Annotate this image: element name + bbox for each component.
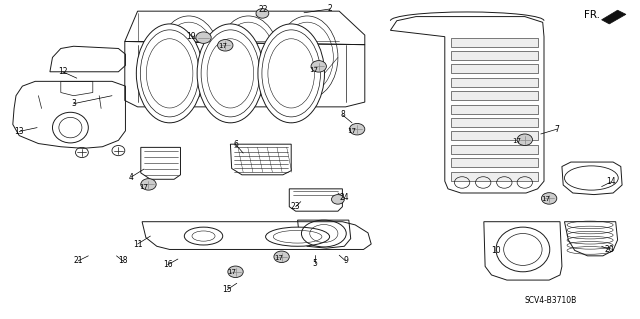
Text: 22: 22 <box>259 5 268 14</box>
Polygon shape <box>451 172 538 181</box>
Text: 17: 17 <box>513 138 522 144</box>
Ellipse shape <box>258 24 324 123</box>
Ellipse shape <box>541 193 557 204</box>
Text: 17: 17 <box>309 67 318 72</box>
Text: 4: 4 <box>129 173 134 182</box>
Polygon shape <box>451 51 538 60</box>
Ellipse shape <box>266 227 330 246</box>
Text: 7: 7 <box>554 125 559 134</box>
Text: 2: 2 <box>328 4 333 13</box>
Ellipse shape <box>218 40 233 51</box>
Text: 14: 14 <box>606 177 616 186</box>
Text: FR.: FR. <box>584 10 600 20</box>
Text: 12: 12 <box>58 67 67 76</box>
Polygon shape <box>451 158 538 167</box>
Polygon shape <box>451 145 538 154</box>
Text: 16: 16 <box>163 260 173 269</box>
Polygon shape <box>451 118 538 127</box>
Text: 17: 17 <box>140 184 148 189</box>
Text: 6: 6 <box>233 140 238 149</box>
Text: 9: 9 <box>343 256 348 265</box>
Polygon shape <box>451 131 538 140</box>
Polygon shape <box>451 64 538 73</box>
Text: 18: 18 <box>118 256 127 265</box>
Text: 13: 13 <box>14 127 24 136</box>
Text: 17: 17 <box>541 197 550 202</box>
Ellipse shape <box>141 179 156 190</box>
Polygon shape <box>451 91 538 100</box>
Text: 21: 21 <box>74 256 83 265</box>
Text: SCV4-B3710B: SCV4-B3710B <box>525 296 577 305</box>
Text: 17: 17 <box>218 43 227 49</box>
Text: 23: 23 <box>291 202 301 211</box>
Text: 8: 8 <box>340 110 345 119</box>
Polygon shape <box>451 78 538 87</box>
Text: 19: 19 <box>186 32 196 41</box>
Text: 11: 11 <box>133 240 142 249</box>
Ellipse shape <box>274 251 289 263</box>
Text: 17: 17 <box>227 269 236 275</box>
Polygon shape <box>451 38 538 47</box>
Text: 3: 3 <box>71 99 76 108</box>
Ellipse shape <box>517 134 532 145</box>
Text: 15: 15 <box>222 285 232 294</box>
Text: 10: 10 <box>491 246 501 255</box>
Text: 17: 17 <box>348 129 356 134</box>
Ellipse shape <box>256 9 269 18</box>
Ellipse shape <box>197 24 264 123</box>
Text: 24: 24 <box>339 193 349 202</box>
Ellipse shape <box>136 24 203 123</box>
Ellipse shape <box>52 112 88 143</box>
Ellipse shape <box>228 266 243 278</box>
Ellipse shape <box>311 61 326 72</box>
Ellipse shape <box>332 195 344 204</box>
Ellipse shape <box>196 32 211 43</box>
Text: 17: 17 <box>274 255 283 261</box>
Ellipse shape <box>496 227 550 272</box>
Text: 5: 5 <box>312 259 317 268</box>
Polygon shape <box>451 105 538 114</box>
Ellipse shape <box>349 123 365 135</box>
Polygon shape <box>602 10 626 24</box>
Text: 20: 20 <box>604 245 614 254</box>
